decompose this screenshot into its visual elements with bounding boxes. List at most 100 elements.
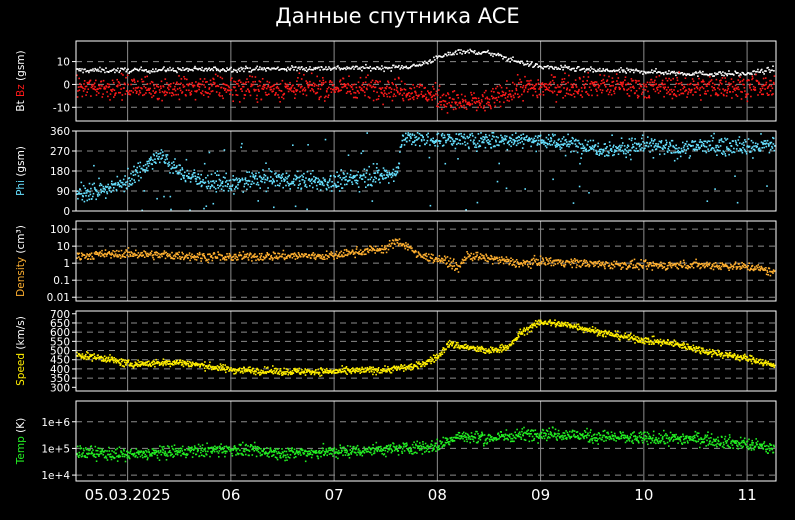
data-point xyxy=(633,258,636,261)
data-point xyxy=(454,101,456,103)
data-point xyxy=(574,139,576,142)
data-point xyxy=(643,148,645,150)
data-point xyxy=(385,251,388,254)
data-point xyxy=(240,254,243,257)
data-point xyxy=(248,253,251,256)
data-point xyxy=(441,258,444,260)
data-point xyxy=(568,145,570,148)
data-point xyxy=(694,148,696,150)
data-point xyxy=(745,73,747,76)
data-point xyxy=(449,263,451,266)
data-point xyxy=(339,68,341,71)
data-point xyxy=(77,197,79,200)
y-axis-label-part: Bt xyxy=(15,100,27,111)
data-point xyxy=(655,262,658,265)
data-point xyxy=(138,179,140,182)
data-point xyxy=(547,263,549,265)
data-point xyxy=(419,63,421,66)
data-point xyxy=(712,75,714,77)
data-point xyxy=(435,140,437,143)
data-point xyxy=(574,79,577,81)
data-point xyxy=(414,140,416,142)
data-point xyxy=(768,144,770,146)
data-point xyxy=(607,88,609,91)
data-point xyxy=(126,251,129,254)
data-point xyxy=(485,89,487,92)
data-point xyxy=(409,245,412,248)
data-point xyxy=(509,260,512,262)
data-point xyxy=(380,172,383,175)
data-point xyxy=(667,72,669,75)
data-point xyxy=(528,82,531,85)
data-point xyxy=(660,141,662,143)
data-point xyxy=(565,66,567,69)
data-point xyxy=(585,150,588,153)
data-point xyxy=(666,264,669,267)
data-point xyxy=(335,186,338,188)
data-point xyxy=(189,209,191,211)
data-point xyxy=(368,97,371,99)
data-point xyxy=(198,176,200,179)
data-point xyxy=(195,178,198,180)
data-point xyxy=(519,62,521,64)
data-point xyxy=(281,96,283,98)
data-point xyxy=(420,64,422,67)
data-point xyxy=(120,363,122,365)
data-point xyxy=(80,192,83,195)
data-point xyxy=(512,258,514,261)
data-point xyxy=(148,160,150,162)
data-point xyxy=(92,68,94,70)
data-point xyxy=(123,82,126,85)
data-point xyxy=(510,95,513,98)
data-point xyxy=(711,89,714,92)
data-point xyxy=(290,253,293,255)
data-point xyxy=(409,98,412,100)
data-point xyxy=(457,271,460,273)
data-point xyxy=(423,257,425,259)
data-point xyxy=(442,55,444,58)
data-point xyxy=(659,146,662,149)
data-point xyxy=(539,255,542,258)
data-point xyxy=(445,139,448,142)
data-point xyxy=(626,146,628,149)
data-point xyxy=(508,57,510,60)
data-point xyxy=(166,154,169,156)
data-point xyxy=(766,139,769,142)
data-point xyxy=(94,253,96,255)
data-point xyxy=(448,133,451,136)
data-point xyxy=(575,70,577,72)
data-point xyxy=(506,260,508,263)
y-axis-label-part: (gsm) xyxy=(15,50,27,84)
data-point xyxy=(95,79,97,82)
data-point xyxy=(203,255,205,257)
data-point xyxy=(715,265,718,268)
data-point xyxy=(646,81,649,84)
data-point xyxy=(501,258,504,260)
data-point xyxy=(275,87,278,89)
data-point xyxy=(471,258,473,260)
data-point xyxy=(371,249,373,252)
data-point xyxy=(174,158,176,160)
data-point xyxy=(735,266,738,268)
data-point xyxy=(490,90,493,93)
data-point xyxy=(99,251,101,253)
data-point xyxy=(468,101,470,104)
data-point xyxy=(230,256,233,259)
data-point xyxy=(573,67,575,70)
data-point xyxy=(381,175,383,177)
data-point xyxy=(581,68,583,71)
data-point xyxy=(121,181,124,184)
data-point xyxy=(722,71,724,73)
data-point xyxy=(411,92,413,94)
data-point xyxy=(219,70,221,73)
data-point xyxy=(370,245,372,248)
data-point xyxy=(323,184,325,187)
data-point xyxy=(698,89,701,91)
data-point xyxy=(396,90,399,93)
data-point xyxy=(363,249,366,252)
data-point xyxy=(243,185,245,188)
data-point xyxy=(134,361,137,364)
data-point xyxy=(271,181,274,183)
data-point xyxy=(722,93,725,96)
data-point xyxy=(767,274,769,276)
